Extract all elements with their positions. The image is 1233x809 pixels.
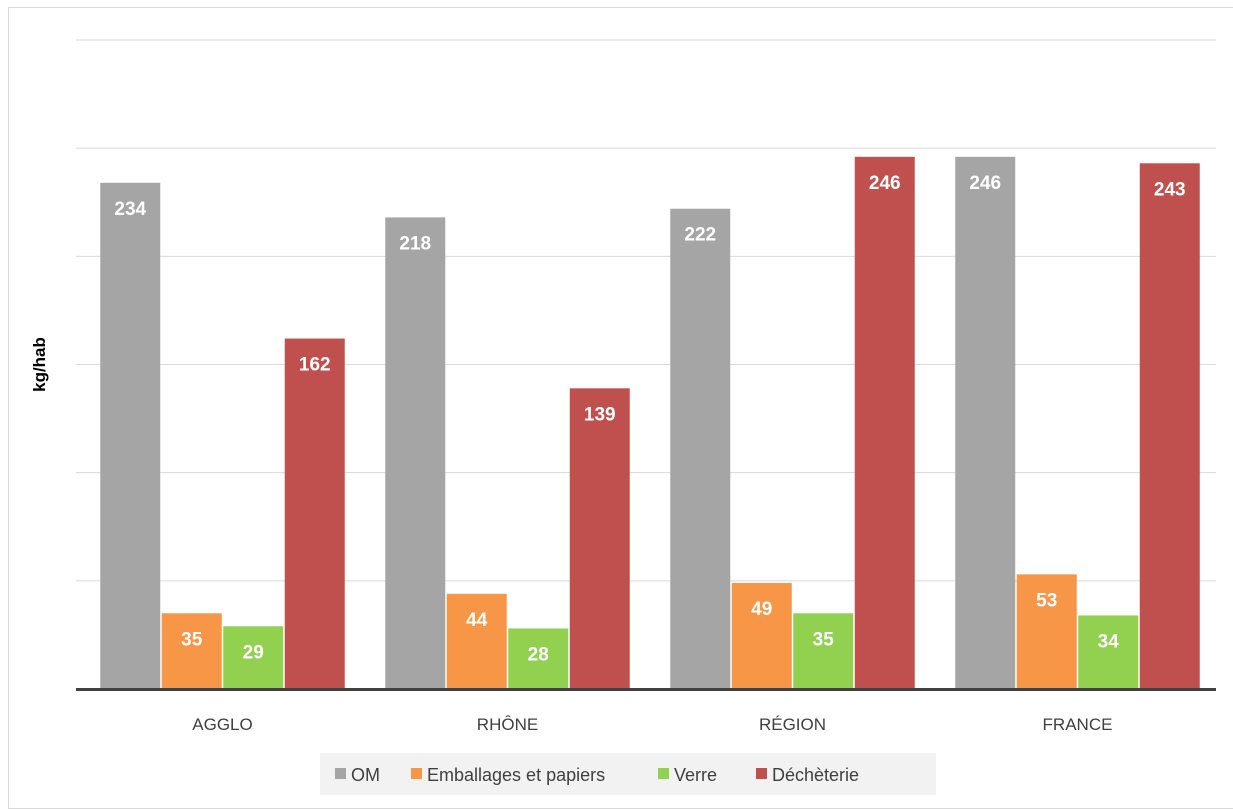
data-label: 139: [584, 404, 616, 425]
bar: [162, 613, 222, 689]
legend-swatch: [658, 768, 669, 779]
legend-swatch: [411, 768, 422, 779]
gridlines: [76, 40, 1216, 581]
data-label: 162: [299, 355, 331, 376]
data-label: 218: [399, 233, 431, 254]
bar: [793, 613, 853, 689]
data-label: 234: [114, 199, 146, 220]
y-axis-title: kg/hab: [30, 337, 49, 392]
bar: [385, 217, 445, 689]
bar: [955, 157, 1015, 689]
category-label: RÉGION: [759, 715, 826, 734]
bar: [570, 388, 630, 689]
data-label: 44: [466, 610, 488, 631]
data-label: 28: [528, 644, 549, 665]
legend-label: OM: [351, 765, 380, 785]
legend-swatch: [335, 768, 346, 779]
data-label: 35: [813, 629, 835, 650]
bars: [100, 157, 1200, 689]
data-label: 243: [1154, 179, 1186, 200]
legend-label: Emballages et papiers: [427, 765, 605, 785]
bar: [1140, 163, 1200, 689]
bar: [447, 594, 507, 689]
legend-label: Verre: [674, 765, 717, 785]
bar: [100, 183, 160, 689]
data-label: 34: [1098, 631, 1120, 652]
bar: [670, 209, 730, 689]
bar: [855, 157, 915, 689]
data-label: 53: [1036, 590, 1057, 611]
data-label: 246: [969, 173, 1001, 194]
data-label: 246: [869, 173, 901, 194]
legend-label: Déchèterie: [772, 765, 859, 785]
data-label: 35: [181, 629, 203, 650]
legend: OM Emballages et papiers Verre Déchèterie: [320, 753, 936, 795]
category-labels: AGGLO RHÔNE RÉGION FRANCE: [192, 715, 1112, 734]
data-label: 49: [751, 599, 772, 620]
category-label: RHÔNE: [477, 715, 538, 734]
bar: [285, 339, 345, 689]
category-label: AGGLO: [192, 715, 252, 734]
data-label: 29: [243, 642, 264, 663]
legend-swatch: [756, 768, 767, 779]
data-label: 222: [684, 225, 716, 246]
category-label: FRANCE: [1043, 715, 1113, 734]
